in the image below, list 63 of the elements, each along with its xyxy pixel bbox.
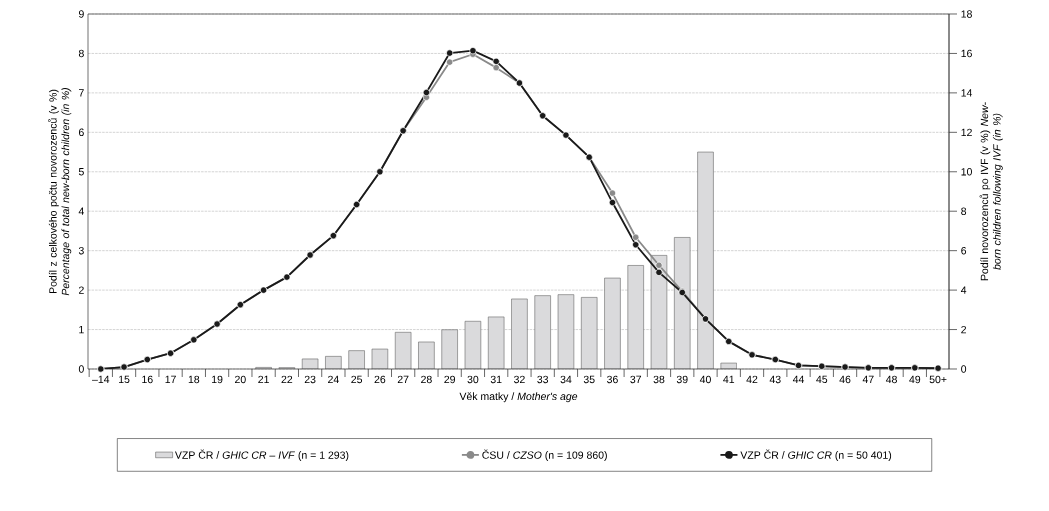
y-tick-label: 8 xyxy=(78,49,84,58)
y2-tick-label: 4 xyxy=(960,286,967,294)
x-tick-label: 25 xyxy=(351,375,363,384)
y2-tick-label: 12 xyxy=(961,128,972,136)
x-tick-label: 30 xyxy=(467,375,479,384)
y-tick-label: 5 xyxy=(78,168,84,176)
y-axis-title: Podíl z celkového počtu novorozenců (v %) Percentage of total new-born children (in %) xyxy=(48,87,72,296)
x-tick-label: 20 xyxy=(235,375,246,384)
x-tick-label: 39 xyxy=(676,375,688,384)
x-tick-label: 42 xyxy=(746,375,758,384)
x-tick-label: 24 xyxy=(328,375,339,384)
y2-tick-label: 16 xyxy=(961,49,972,58)
x-tick-label: 31 xyxy=(490,375,502,384)
x-tick-label: 22 xyxy=(281,375,293,384)
y-tick-label: 3 xyxy=(78,246,84,255)
y-tick-label: 0 xyxy=(78,365,84,373)
x-tick-label: 37 xyxy=(630,375,642,384)
x-tick-label: 27 xyxy=(397,375,409,384)
y-tick-label: 1 xyxy=(79,325,84,334)
x-tick-label: 44 xyxy=(792,375,805,383)
x-tick-label: 32 xyxy=(514,375,525,384)
x-tick-label: 17 xyxy=(165,375,176,383)
x-tick-label: 41 xyxy=(723,375,735,383)
y2-tick-label: 14 xyxy=(961,89,973,97)
y-tick-label: 2 xyxy=(78,286,84,294)
x-tick-label: 23 xyxy=(304,375,316,384)
x-tick-label: 34 xyxy=(560,375,572,384)
x-tick-label: 18 xyxy=(188,375,200,384)
x-tick-label: 49 xyxy=(909,375,921,384)
x-tick-label: 35 xyxy=(583,375,595,384)
x-tick-label: 38 xyxy=(653,375,665,384)
y2-tick-label: 6 xyxy=(961,246,967,255)
x-tick-label: 15 xyxy=(119,375,130,384)
x-tick-label: 33 xyxy=(537,375,549,384)
y2-axis-title: Podíl novorozenců po IVF (v %) New-born children following IVF (in %) xyxy=(979,102,1003,281)
legend-label: VZP ČR / GHIC CR – IVF (n = 1 293) xyxy=(174,449,349,461)
x-tick-label: 40 xyxy=(699,375,711,384)
x-tick-label: 46 xyxy=(839,375,851,384)
x-tick-label: 45 xyxy=(816,375,828,384)
x-tick-label: –14 xyxy=(92,375,110,383)
x-tick-label: 36 xyxy=(607,375,618,384)
x-tick-label: 47 xyxy=(862,375,874,383)
y2-tick-label: 2 xyxy=(961,325,967,334)
x-tick-label: 19 xyxy=(212,375,223,384)
y2-tick-label: 0 xyxy=(961,365,967,373)
legend-label: VZP ČR / GHIC CR (n = 50 401) xyxy=(740,449,892,461)
x-tick-label: 43 xyxy=(769,375,781,384)
y-tick-label: 4 xyxy=(78,207,84,215)
x-tick-label: 21 xyxy=(258,375,269,384)
y2-tick-label: 18 xyxy=(961,10,972,18)
x-tick-label: 29 xyxy=(444,375,455,384)
y2-tick-label: 10 xyxy=(961,168,972,176)
x-tick-label: 26 xyxy=(374,375,386,384)
x-tick-label: 48 xyxy=(885,375,897,384)
x-tick-label: 28 xyxy=(421,375,432,384)
x-tick-label: 16 xyxy=(142,375,153,384)
x-tick-label: 50+ xyxy=(929,375,947,384)
y-tick-label: 9 xyxy=(78,10,84,18)
y-tick-label: 7 xyxy=(78,89,84,97)
x-axis-title: Věk matky / Mother's age xyxy=(459,392,578,403)
legend-label: ČSU / CZSO (n = 109 860) xyxy=(482,449,607,461)
y2-tick-label: 8 xyxy=(961,207,967,215)
y-tick-label: 6 xyxy=(78,128,84,137)
